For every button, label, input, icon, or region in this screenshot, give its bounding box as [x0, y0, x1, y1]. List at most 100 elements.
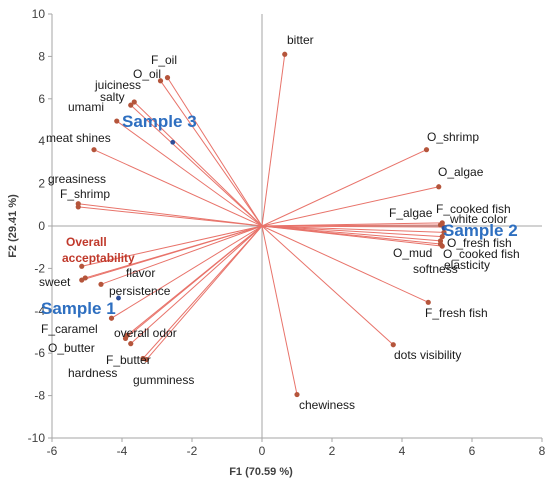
y-axis-title: F2 (29.41 %): [7, 194, 19, 258]
vector-persistence: [100, 225, 263, 285]
vector-f-butter: [130, 225, 263, 345]
sample-point-sample-2: [441, 225, 447, 231]
label-flavor: flavor: [126, 266, 155, 280]
point-f-shrimp: [75, 204, 81, 210]
point-f-oil: [164, 75, 171, 81]
vector-flavor: [85, 225, 263, 279]
label-o-butter: O_butter: [48, 341, 95, 355]
label-salty: salty: [100, 90, 125, 104]
vector-elasticity: [261, 225, 441, 242]
x-tick-label: 8: [539, 444, 546, 458]
points-layer: [75, 51, 447, 398]
label-chewiness: chewiness: [299, 398, 355, 412]
point-persistence: [98, 281, 104, 287]
label-o-fresh-fish: O_fresh fish: [447, 236, 512, 250]
label-sample-1: Sample 1: [41, 299, 116, 318]
sample-point-sample-3: [170, 139, 176, 145]
point-chewiness: [294, 391, 300, 398]
label-dots-visibility: dots visibility: [394, 348, 461, 362]
x-tick-label: 6: [469, 444, 476, 458]
point-o-fresh-fish: [439, 234, 445, 240]
vector-o-shrimp: [261, 149, 427, 227]
vector-meat-shines: [93, 149, 263, 227]
label-o-algae: O_algae: [438, 165, 484, 179]
vector-o-fresh-fish: [261, 225, 443, 238]
point-overall-odor: [124, 332, 130, 338]
x-tick-label: -6: [47, 444, 58, 458]
x-tick-label: 0: [259, 444, 266, 458]
vector-o-oil: [160, 80, 263, 227]
point-f-caramel: [108, 315, 115, 321]
point-salty: [128, 102, 134, 108]
point-bitter: [282, 51, 288, 57]
point-f-fresh-fish: [425, 299, 431, 305]
point-elasticity: [437, 238, 444, 244]
y-tick-label: 8: [38, 49, 45, 63]
label-f-shrimp: F_shrimp: [60, 187, 110, 201]
y-tick-label: 6: [38, 92, 45, 106]
x-tick-label: 2: [329, 444, 336, 458]
point-meat-shines: [91, 147, 97, 153]
label-bitter: bitter: [287, 33, 314, 47]
vector-overall-odor: [126, 225, 263, 336]
vector-overall-acceptability: [81, 225, 263, 267]
point-dots-visibility: [390, 342, 396, 348]
label-umami: umami: [68, 100, 104, 114]
point-o-algae: [436, 184, 442, 190]
y-tick-label: 4: [38, 134, 45, 148]
vector-white-color: [261, 225, 445, 228]
label-f-oil: F_oil: [151, 53, 177, 67]
vector-umami: [116, 120, 263, 227]
vector-f-shrimp: [78, 206, 263, 227]
labels-layer: bitter F_oil O_oil juiciness salty umami…: [39, 33, 520, 412]
point-o-cooked-fish: [439, 243, 445, 249]
x-tick-label: 4: [399, 444, 406, 458]
label-o-cooked-fish: O_cooked fish: [443, 247, 520, 261]
label-f-butter: F_butter: [106, 353, 151, 367]
y-tick-label: 10: [32, 7, 46, 21]
label-overall-1: Overall: [66, 235, 107, 249]
vector-juiciness: [133, 101, 263, 227]
label-f-caramel: F_caramel: [41, 322, 98, 336]
vector-f-fresh-fish: [261, 225, 429, 303]
y-tick-label: -8: [34, 389, 45, 403]
vector-salty: [130, 104, 263, 227]
point-overall-acceptability: [79, 263, 85, 269]
sample-point-sample-1: [116, 295, 121, 301]
point-softness: [441, 229, 447, 235]
label-overall-odor: overall odor: [114, 326, 177, 340]
vector-o-cooked-fish: [261, 225, 443, 247]
label-hardness: hardness: [68, 366, 117, 380]
point-o-shrimp: [423, 147, 430, 153]
label-f-cooked-fish: F_cooked fish: [436, 202, 511, 216]
point-o-oil: [157, 78, 164, 84]
vector-softness: [261, 225, 445, 233]
point-f-butter: [128, 341, 134, 347]
point-umami: [114, 118, 120, 124]
label-juiciness: juiciness: [94, 78, 141, 92]
label-elasticity: elasticity: [444, 258, 490, 272]
y-tick-label: -10: [28, 431, 46, 445]
point-gumminess: [143, 356, 150, 363]
label-persistence: persistence: [109, 284, 171, 298]
vectors-layer: [78, 54, 445, 395]
vector-o-algae: [261, 186, 439, 227]
vector-f-oil: [167, 77, 263, 227]
label-meat-shines: meat shines: [46, 131, 111, 145]
x-axis-title: F1 (70.59 %): [229, 466, 293, 478]
x-tick-label: -4: [117, 444, 128, 458]
vector-f-caramel: [111, 225, 263, 319]
vector-chewiness: [261, 225, 298, 395]
vector-bitter: [261, 54, 286, 227]
y-tick-label: -4: [34, 304, 45, 318]
label-sample-2: Sample 2: [443, 221, 518, 240]
label-sample-3: Sample 3: [122, 112, 197, 131]
label-greasiness: greasiness: [48, 172, 106, 186]
y-tick-label: 2: [38, 177, 45, 191]
y-tick-label: 0: [38, 219, 45, 233]
label-o-oil: O_oil: [133, 67, 161, 81]
vector-hardness: [142, 225, 263, 359]
